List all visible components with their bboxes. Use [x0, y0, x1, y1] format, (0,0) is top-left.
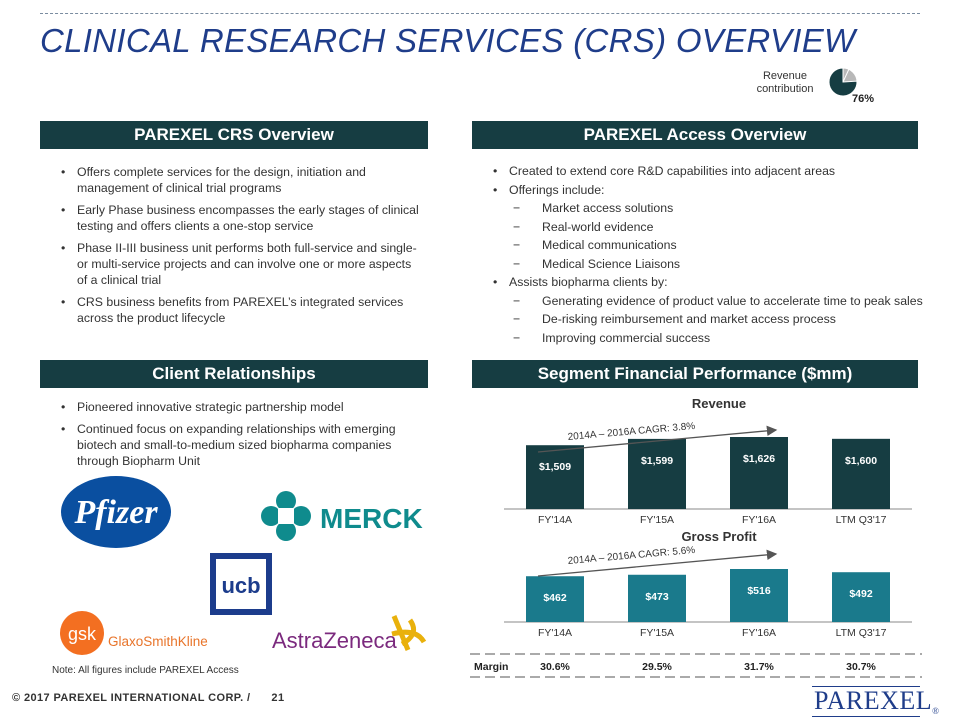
list-item: Assists biopharma clients by: [484, 274, 924, 290]
page-number: 21 [271, 692, 285, 704]
bar [832, 438, 890, 509]
access-overview-list: Created to extend core R&D capabilities … [484, 163, 924, 346]
list-item: Continued focus on expanding relationshi… [52, 421, 412, 469]
gross-profit-chart: Gross Profit $462 FY'14A $473 FY'15A $516 FY'1… [504, 529, 912, 639]
client-relationships-header: Client Relationships [40, 360, 428, 388]
segment-charts: Revenue $1,509 FY'14A $1,599 FY'15A $1,626 FY'… [470, 396, 922, 678]
data-label: $492 [849, 588, 873, 600]
data-label: $473 [645, 591, 669, 603]
chart-title: Gross Profit [681, 529, 757, 544]
note: Note: All figures include PAREXEL Access [52, 665, 239, 676]
revenue-contribution-pie [828, 67, 858, 97]
chart-title: Revenue [692, 396, 746, 411]
tick-label: LTM Q3'17 [836, 514, 887, 526]
list-subitem: Real-world evidence [484, 219, 924, 235]
crs-overview-list: Offers complete services for the design,… [52, 164, 420, 326]
revenue-contribution-label: Revenue contribution [756, 70, 814, 95]
margin-label: Margin [474, 661, 508, 673]
pie-divider [842, 68, 850, 83]
data-label: $516 [747, 585, 771, 597]
margin-value: 30.7% [846, 661, 876, 673]
margin-value: 31.7% [744, 661, 774, 673]
tick-label: FY'16A [742, 514, 776, 526]
list-item: Pioneered innovative strategic partnersh… [52, 399, 412, 415]
bar [832, 572, 890, 622]
brand-bottom-line [812, 716, 920, 717]
merck-logo: MERCK [261, 491, 423, 541]
list-item: Offers complete services for the design,… [52, 164, 420, 196]
access-overview-header: PAREXEL Access Overview [472, 121, 918, 149]
bar [526, 576, 584, 622]
bar [526, 445, 584, 509]
list-subitem: De-risking reimbursement and market acce… [484, 311, 924, 327]
tick-label: LTM Q3'17 [836, 627, 887, 639]
data-label: $462 [543, 592, 567, 604]
segment-header: Segment Financial Performance ($mm) [472, 360, 918, 388]
bar [730, 569, 788, 622]
parexel-brand-logo: PAREXEL® [814, 686, 939, 716]
copyright-text: © 2017 PAREXEL INTERNATIONAL CORP. / [12, 692, 251, 704]
tick-label: FY'16A [742, 627, 776, 639]
data-label: $1,599 [641, 455, 673, 467]
tick-label: FY'14A [538, 627, 572, 639]
tick-label: FY'15A [640, 514, 674, 526]
list-subitem: Medical Science Liaisons [484, 256, 924, 272]
merck-emblem [261, 491, 311, 541]
list-subitem: Market access solutions [484, 200, 924, 216]
gsk-logo-fulltext: GlaxoSmithKline [108, 634, 208, 649]
page-title: CLINICAL RESEARCH SERVICES (CRS) OVERVIE… [40, 22, 856, 59]
revenue-chart: Revenue $1,509 FY'14A $1,599 FY'15A $1,626 FY'… [504, 396, 912, 526]
bar [628, 574, 686, 622]
margin-row: Margin 30.6% 29.5% 31.7% 30.7% [470, 653, 922, 678]
brand-top-line [812, 686, 920, 687]
data-label: $1,626 [743, 453, 775, 465]
pfizer-logo: Pfizer [61, 476, 171, 548]
cagr-arrow [537, 425, 778, 453]
list-item: Early Phase business encompasses the ear… [52, 202, 420, 234]
list-subitem: Medical communications [484, 237, 924, 253]
crs-overview-header: PAREXEL CRS Overview [40, 121, 428, 149]
cagr-arrow [537, 549, 778, 577]
list-item: Created to extend core R&D capabilities … [484, 163, 924, 179]
bar [628, 438, 686, 509]
data-label: $1,600 [845, 455, 877, 467]
client-relationships-list: Pioneered innovative strategic partnersh… [52, 399, 412, 469]
astrazeneca-logo: AstraZeneca [272, 615, 427, 653]
list-item: CRS business benefits from PAREXEL’s int… [52, 294, 420, 326]
revenue-contribution-value: 76% [852, 93, 875, 105]
pfizer-logo-text: Pfizer [73, 494, 158, 531]
astrazeneca-logo-text: AstraZeneca [272, 628, 397, 653]
astrazeneca-emblem [391, 615, 427, 651]
list-item: Offerings include: [484, 182, 924, 198]
margin-value: 29.5% [642, 661, 672, 673]
ucb-logo: ucb [210, 553, 272, 615]
top-divider [40, 13, 920, 14]
ucb-logo-text: ucb [221, 573, 260, 598]
tick-label: FY'15A [640, 627, 674, 639]
list-subitem: Generating evidence of product value to … [484, 293, 924, 309]
data-label: $1,509 [539, 461, 571, 473]
list-subitem: Improving commercial success [484, 330, 924, 346]
bar [730, 437, 788, 509]
merck-logo-text: MERCK [320, 503, 423, 534]
tick-label: FY'14A [538, 514, 572, 526]
margin-value: 30.6% [540, 661, 570, 673]
footer-copyright: © 2017 PAREXEL INTERNATIONAL CORP. / 21 [12, 692, 284, 704]
list-item: Phase II-III business unit performs both… [52, 240, 420, 288]
brand-name: PAREXEL [814, 686, 933, 715]
gsk-logo-text: gsk [68, 624, 97, 644]
gsk-logo: gsk GlaxoSmithKline [60, 611, 208, 655]
brand-registered-mark: ® [932, 706, 940, 716]
